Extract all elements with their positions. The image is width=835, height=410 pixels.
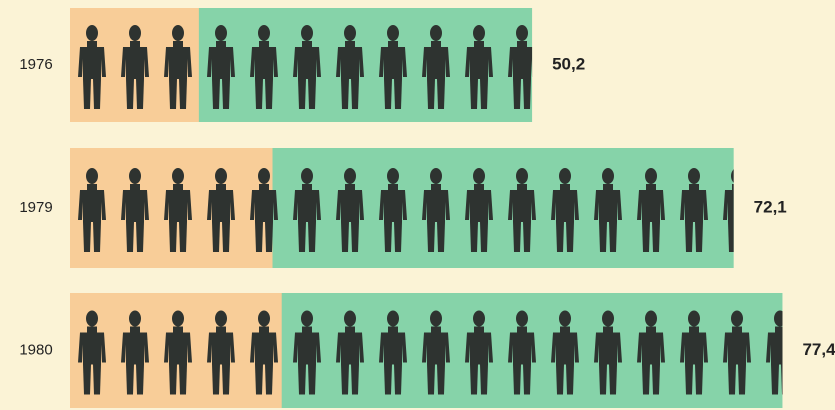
value-label: 50,2 — [552, 54, 585, 73]
value-label: 77,4 — [802, 340, 835, 359]
year-label: 1979 — [19, 199, 52, 216]
value-label: 72,1 — [754, 197, 787, 216]
year-label: 1980 — [19, 341, 52, 358]
chart: 1976 50,2 1979 72,1 1980 77,4 — [0, 0, 835, 410]
year-label: 1976 — [19, 56, 52, 73]
